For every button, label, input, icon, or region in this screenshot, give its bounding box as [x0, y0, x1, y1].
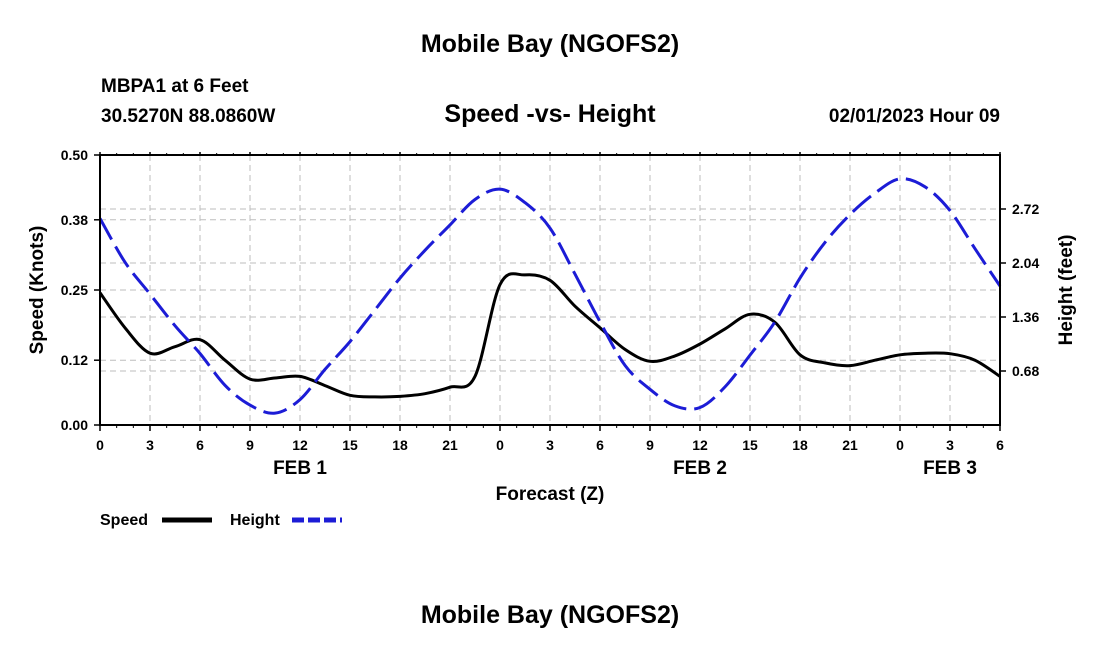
y-tick-label-left: 0.50 — [61, 147, 88, 163]
footer-title: Mobile Bay (NGOFS2) — [420, 601, 680, 629]
y-tick-label-right: 2.72 — [1012, 201, 1039, 217]
legend-speed-label: Speed — [100, 512, 148, 529]
x-tick-label: 6 — [196, 437, 204, 453]
chart-title: Speed -vs- Height — [444, 100, 656, 128]
x-tick-label: 3 — [146, 437, 154, 453]
date-label: FEB 3 — [923, 458, 977, 479]
x-tick-label: 6 — [996, 437, 1004, 453]
y-axis-label-right: Height (feet) — [1056, 235, 1077, 346]
x-tick-label: 21 — [842, 437, 858, 453]
y-tick-label-right: 0.68 — [1012, 363, 1039, 379]
x-tick-label: 15 — [742, 437, 758, 453]
x-tick-label: 12 — [292, 437, 308, 453]
x-tick-label: 0 — [496, 437, 504, 453]
coordinates-label: 30.5270N 88.0860W — [101, 106, 276, 127]
series-line-height — [98, 177, 1002, 415]
x-tick-label: 3 — [946, 437, 954, 453]
main-title: Mobile Bay (NGOFS2) — [420, 30, 680, 58]
y-tick-label-left: 0.25 — [61, 282, 88, 298]
x-tick-label: 9 — [246, 437, 254, 453]
y-tick-label-right: 1.36 — [1012, 309, 1039, 325]
y-tick-label-left: 0.38 — [61, 212, 88, 228]
date-label: FEB 1 — [273, 458, 327, 479]
x-tick-label: 6 — [596, 437, 604, 453]
ticks-layer: 0 3 6 9 12 15 18 21 0 3 6 9 12 15 18 21 0 3 6 FEB 1 FEB 2 FEB… — [61, 147, 1040, 479]
x-tick-label: 0 — [96, 437, 104, 453]
x-tick-label: 15 — [342, 437, 358, 453]
y-tick-label-left: 0.12 — [61, 352, 88, 368]
y-tick-label-left: 0.00 — [61, 417, 88, 433]
timestamp-label: 02/01/2023 Hour 09 — [828, 106, 1000, 127]
y-tick-label-right: 2.04 — [1012, 255, 1039, 271]
x-tick-label: 9 — [646, 437, 654, 453]
legend-height-label: Height — [230, 512, 280, 529]
x-tick-label: 12 — [692, 437, 708, 453]
y-axis-label-left: Speed (Knots) — [27, 226, 48, 355]
series-line-speed — [98, 272, 1001, 399]
grid — [100, 155, 1000, 425]
x-axis-label: Forecast (Z) — [496, 484, 605, 505]
legend: Speed Height — [100, 512, 342, 529]
x-tick-label: 0 — [896, 437, 904, 453]
date-label: FEB 2 — [673, 458, 727, 479]
station-label: MBPA1 at 6 Feet — [101, 76, 249, 97]
x-tick-label: 18 — [392, 437, 408, 453]
x-tick-label: 3 — [546, 437, 554, 453]
series-layer — [98, 177, 1002, 415]
x-tick-label: 21 — [442, 437, 458, 453]
x-tick-label: 18 — [792, 437, 808, 453]
